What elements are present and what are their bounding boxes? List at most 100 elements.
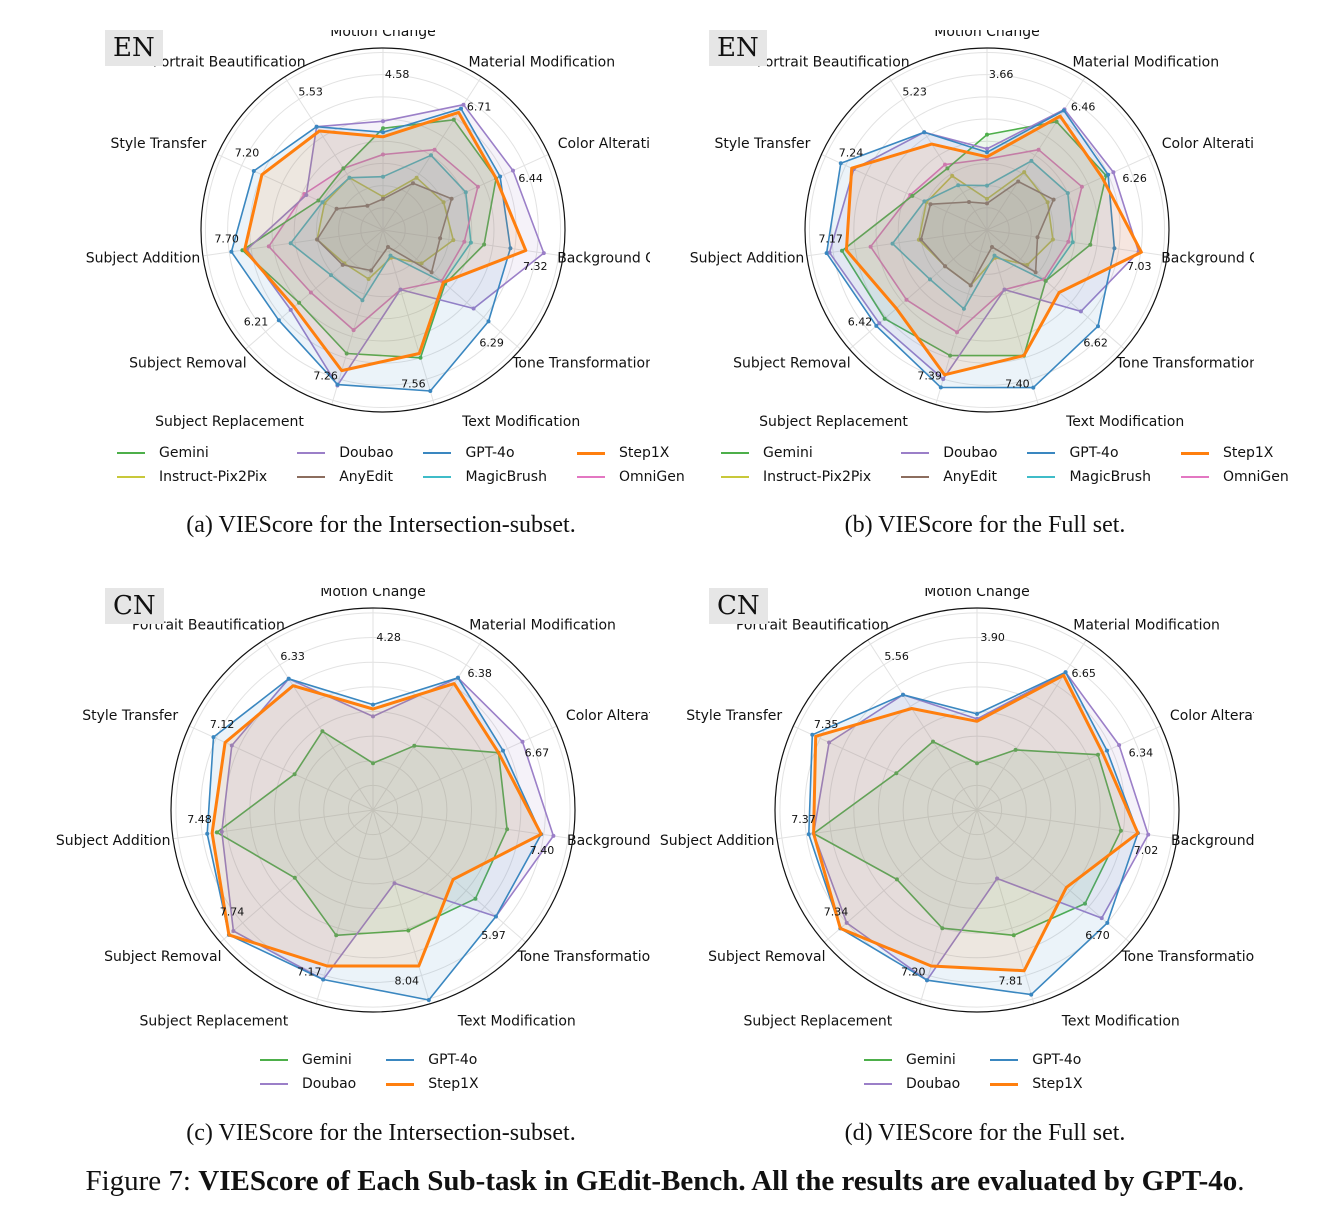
series-omnigen bbox=[266, 147, 480, 333]
legend-item-doubao: Doubao bbox=[901, 443, 997, 463]
data-point-omnigen bbox=[462, 239, 467, 244]
data-point-magicbrush bbox=[388, 253, 393, 258]
legend-swatch bbox=[1180, 476, 1209, 478]
max-value-label: 7.03 bbox=[1127, 260, 1152, 273]
series-area-gpt-4o bbox=[206, 677, 543, 1001]
data-point-magicbrush bbox=[320, 200, 325, 205]
legend-item-step1x: Step1X bbox=[1180, 443, 1289, 463]
category-label-color-alteration: Color Alteration bbox=[1162, 136, 1254, 152]
legend-swatch bbox=[423, 452, 452, 454]
data-point-gemini bbox=[1083, 901, 1087, 906]
grid-spoke bbox=[382, 76, 482, 231]
max-value-label: 7.24 bbox=[839, 146, 864, 159]
legend-swatch bbox=[721, 476, 749, 478]
max-value-label: 6.34 bbox=[1129, 746, 1154, 759]
legend-label: MagicBrush bbox=[465, 469, 547, 485]
max-value-label: 7.32 bbox=[523, 260, 548, 273]
category-label-subject-replacement: Subject Replacement bbox=[759, 414, 908, 430]
data-point-doubao bbox=[288, 307, 293, 312]
data-point-doubao bbox=[304, 193, 309, 197]
max-value-label: 6.62 bbox=[1083, 337, 1108, 350]
grid-spoke bbox=[986, 76, 1086, 231]
category-label-subject-addition: Subject Addition bbox=[690, 250, 805, 266]
language-tag: CN bbox=[105, 588, 164, 624]
grid-spoke bbox=[888, 76, 988, 231]
data-point-gemini bbox=[882, 316, 887, 321]
data-point-anyedit bbox=[340, 262, 345, 267]
max-value-label: 4.58 bbox=[385, 68, 410, 81]
legend-item-anyedit: AnyEdit bbox=[901, 467, 997, 487]
grid-spoke bbox=[806, 229, 988, 257]
grid-spoke bbox=[986, 229, 1125, 350]
series-area-doubao bbox=[246, 103, 545, 387]
data-point-gpt-4o bbox=[1061, 108, 1066, 113]
legend-item-anyedit: AnyEdit bbox=[297, 467, 393, 487]
legend-item-gemini: Gemini bbox=[864, 1050, 960, 1070]
data-point-magicbrush bbox=[985, 183, 989, 188]
data-point-gpt-4o bbox=[1112, 246, 1117, 251]
data-point-gemini bbox=[910, 193, 915, 198]
max-value-label: 7.70 bbox=[214, 232, 239, 245]
figure-caption-suffix: . bbox=[1237, 1165, 1245, 1197]
radar-grid bbox=[200, 47, 566, 413]
data-point-gemini bbox=[473, 896, 478, 901]
data-point-magicbrush bbox=[360, 298, 365, 303]
legend-item-step1x: Step1X bbox=[990, 1074, 1083, 1094]
data-point-anyedit bbox=[449, 196, 454, 201]
legend-label: Gemini bbox=[302, 1052, 352, 1068]
data-point-gemini bbox=[406, 928, 411, 933]
category-labels: Motion Change Material Modification Color … bbox=[690, 30, 1254, 430]
data-point-omnigen bbox=[1079, 184, 1084, 189]
series-gemini bbox=[840, 119, 1109, 358]
max-value-label: 6.44 bbox=[518, 172, 543, 185]
data-point-doubao bbox=[461, 102, 466, 107]
legend-swatch bbox=[423, 476, 452, 478]
data-point-gpt-4o bbox=[806, 832, 811, 837]
grid-spoke bbox=[976, 809, 1178, 840]
category-label-tone-transformation: Tone Transformation bbox=[516, 949, 650, 965]
legend-swatch bbox=[576, 476, 605, 478]
data-point-doubao bbox=[392, 881, 397, 886]
data-point-anyedit bbox=[1035, 235, 1040, 240]
legend-item-doubao: Doubao bbox=[864, 1074, 960, 1094]
max-value-label: 7.02 bbox=[1134, 844, 1159, 857]
max-value-label: 4.28 bbox=[376, 631, 401, 644]
legend-label: AnyEdit bbox=[943, 469, 998, 485]
max-value-label: 6.67 bbox=[525, 746, 550, 759]
series-doubao bbox=[219, 675, 556, 982]
radar-panel-cn-intersection: 4.28 6.38 6.67 7.40 5.97 8.04 7.17 7.74 7.48 7.12… bbox=[0, 588, 650, 1148]
data-point-doubao bbox=[381, 119, 385, 124]
series-step1x bbox=[844, 114, 1143, 377]
series-gemini bbox=[811, 739, 1123, 938]
data-point-anyedit bbox=[386, 245, 390, 249]
legend-swatch bbox=[386, 1082, 415, 1086]
grid-spoke bbox=[372, 809, 526, 943]
category-label-text-modification: Text Modification bbox=[457, 1013, 576, 1029]
data-point-magicbrush bbox=[381, 174, 385, 179]
data-point-gemini bbox=[371, 761, 375, 766]
legend-item-doubao: Doubao bbox=[260, 1074, 356, 1094]
data-point-gpt-4o bbox=[922, 130, 927, 135]
data-point-doubao bbox=[1078, 309, 1083, 314]
category-label-motion-change: Motion Change bbox=[934, 30, 1040, 40]
outer-ring bbox=[774, 607, 1180, 1013]
data-point-gpt-4o bbox=[314, 124, 319, 129]
data-point-gemini bbox=[418, 355, 423, 360]
legend-label: Doubao bbox=[339, 445, 394, 461]
series-area-step1x bbox=[243, 110, 528, 373]
max-value-label: 7.12 bbox=[210, 718, 235, 731]
data-point-gemini bbox=[482, 242, 487, 247]
data-point-anyedit bbox=[1033, 270, 1038, 275]
language-tag: EN bbox=[105, 30, 163, 66]
category-label-tone-transformation: Tone Transformation bbox=[1115, 356, 1254, 372]
max-value-label: 7.37 bbox=[791, 813, 816, 826]
category-label-color-alteration: Color Alteration bbox=[558, 136, 650, 152]
subfigure-caption: (a) VIEScore for the Intersection-subset… bbox=[186, 512, 576, 538]
category-label-style-transfer: Style Transfer bbox=[110, 136, 206, 152]
legend-swatch bbox=[721, 452, 749, 454]
category-label-subject-replacement: Subject Replacement bbox=[744, 1013, 893, 1029]
max-value-label: 6.46 bbox=[1071, 101, 1096, 114]
series-step1x bbox=[812, 673, 1140, 973]
category-label-background-change: Background Change bbox=[1171, 833, 1254, 849]
grid-spoke bbox=[382, 229, 521, 350]
